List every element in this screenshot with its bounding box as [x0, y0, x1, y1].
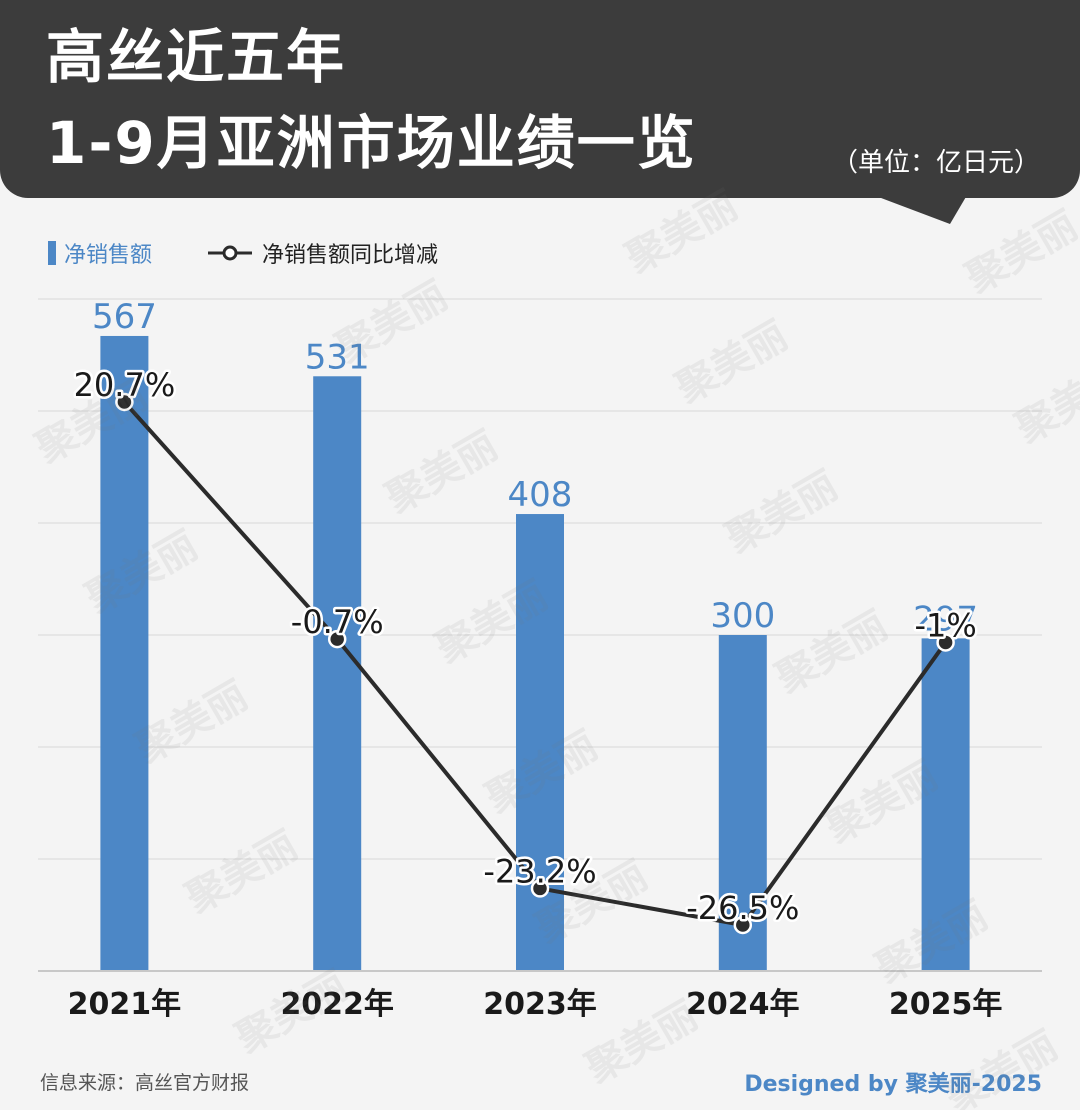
- legend: 净销售额 净销售额同比增减: [48, 236, 438, 270]
- bar-value-label: 300: [710, 596, 775, 636]
- legend-bar-label: 净销售额: [64, 243, 153, 268]
- header-banner: [0, 0, 1080, 198]
- line-point: [115, 392, 134, 412]
- x-tick-label: 2021年: [68, 987, 182, 1022]
- line-value-label: -26.5%: [686, 889, 799, 927]
- legend-line-label: 净销售额同比增减: [262, 243, 439, 268]
- bar-value-label: 297: [913, 599, 978, 639]
- line-point: [327, 629, 347, 649]
- designer-credit: Designed by 聚美丽-2025: [744, 1072, 1042, 1097]
- header-speech-tail: [860, 190, 970, 224]
- x-tick-label: 2022年: [280, 987, 394, 1022]
- bar: [313, 376, 362, 971]
- bar: [516, 514, 564, 971]
- line-point: [733, 915, 753, 935]
- bar: [921, 638, 970, 971]
- bar: [718, 635, 767, 971]
- x-tick-label: 2024年: [686, 987, 800, 1022]
- source-note: 信息来源：高丝官方财报: [40, 1072, 250, 1094]
- legend-bar-swatch: [48, 241, 56, 265]
- line-value-label: -1%: [914, 606, 976, 644]
- x-tick-label: 2023年: [483, 987, 597, 1022]
- x-tick-label: 2025年: [889, 987, 1003, 1022]
- line-point: [530, 879, 550, 898]
- chart-title-line1: 高丝近五年: [46, 23, 347, 91]
- legend-line-swatch: [208, 245, 253, 261]
- bar-value-label: 567: [92, 297, 157, 337]
- bar-value-label: 408: [508, 475, 573, 515]
- chart-title-line2: 1-9月亚洲市场业绩一览: [46, 109, 697, 177]
- line-value-label: -23.2%: [483, 852, 596, 890]
- bar-value-label: 531: [305, 337, 370, 377]
- bar: [100, 335, 149, 972]
- line-point: [936, 633, 955, 652]
- line-value-label: -0.7%: [291, 603, 384, 641]
- unit-label: （单位：亿日元）: [831, 148, 1040, 178]
- line-value-label: 20.7%: [74, 366, 176, 404]
